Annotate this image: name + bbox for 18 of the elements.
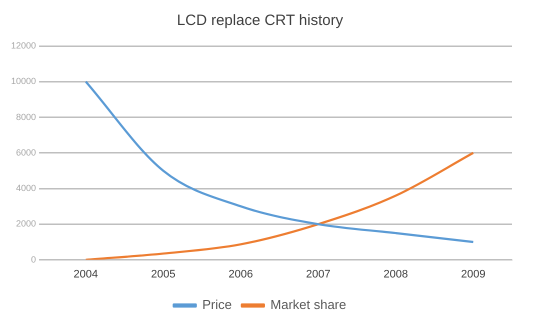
y-tick-label: 4000: [16, 183, 36, 194]
y-tick-label: 0: [31, 254, 36, 264]
chart-title: LCD replace CRT history: [176, 12, 344, 30]
y-tick-label: 8000: [16, 112, 36, 122]
y-tick-label: 10000: [10, 76, 36, 86]
x-tick-label: 2008: [384, 268, 408, 280]
line-series: [84, 152, 474, 260]
x-tick-label: 2004: [74, 268, 98, 280]
x-tick-label: 2005: [151, 268, 176, 280]
x-tick-label: 2009: [461, 268, 486, 280]
y-tick-label: 6000: [16, 147, 36, 158]
legend-label: Price: [202, 297, 232, 312]
line-series: [84, 80, 474, 244]
legend-label: Market share: [270, 297, 346, 312]
y-tick-label: 2000: [16, 218, 36, 229]
y-tick-label: 12000: [10, 40, 36, 50]
x-tick-label: 2007: [306, 268, 331, 280]
x-tick-label: 2006: [228, 268, 254, 280]
